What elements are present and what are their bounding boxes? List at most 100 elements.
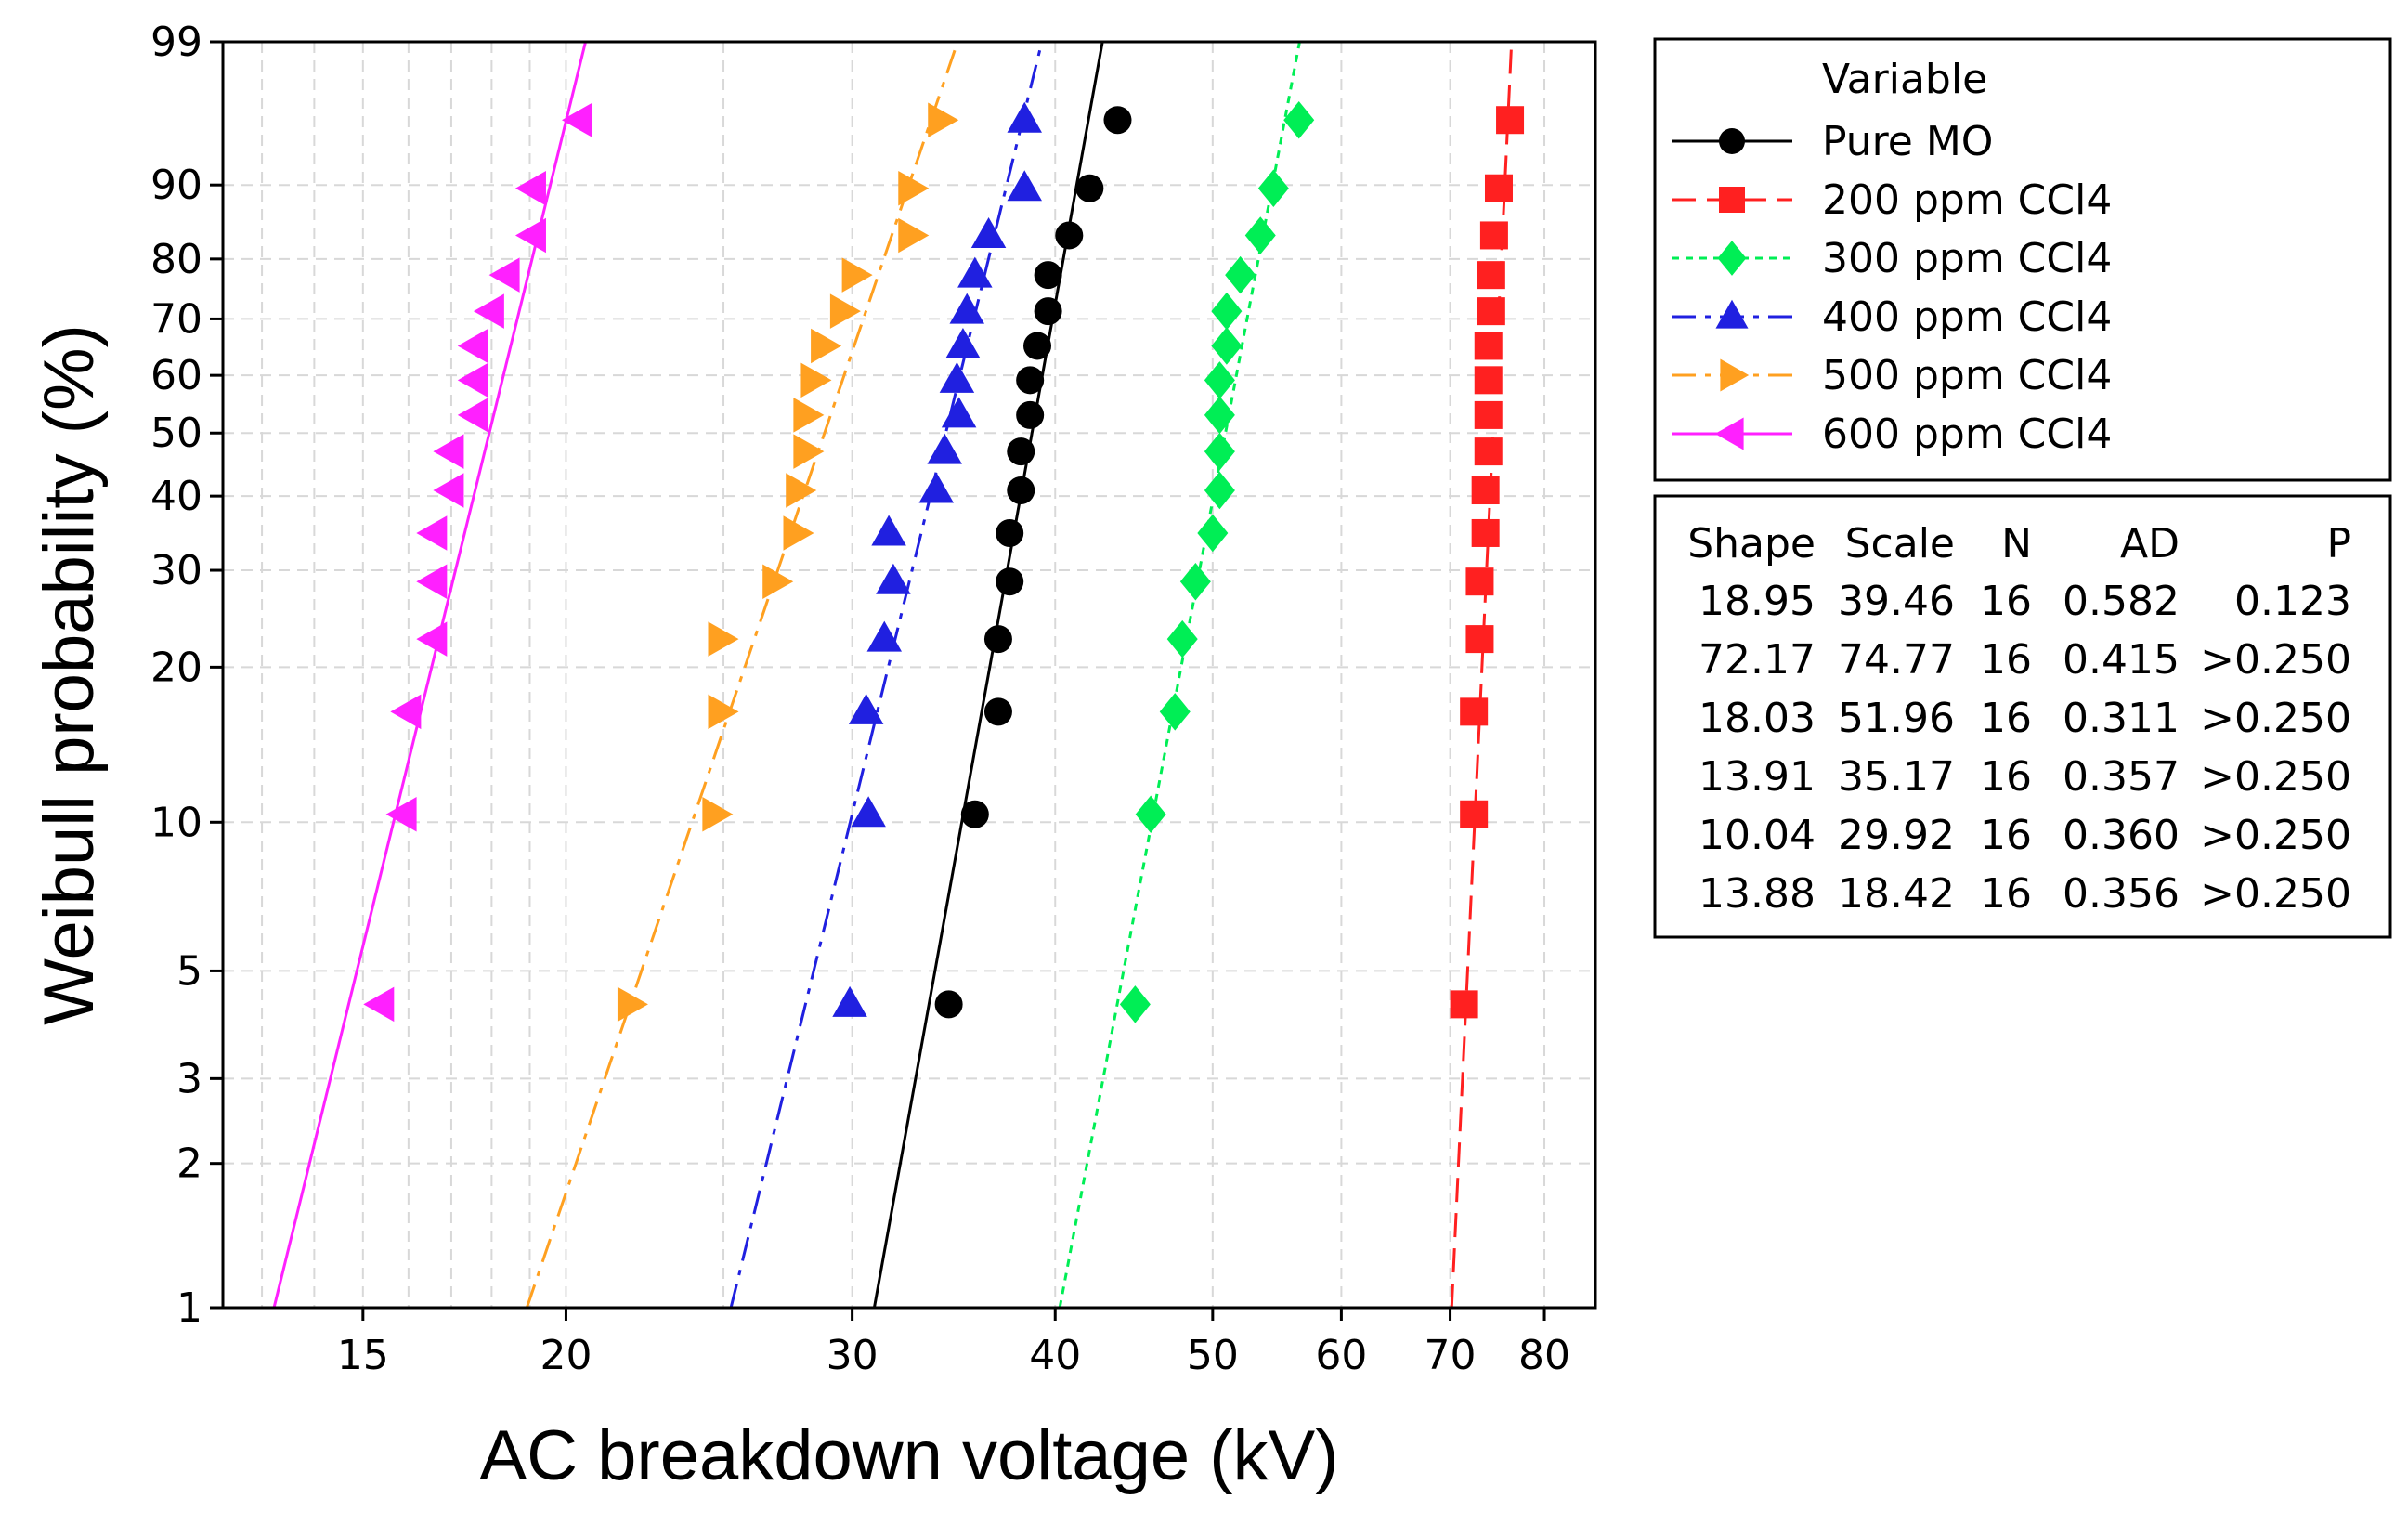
stats-cell: 13.91 xyxy=(1699,753,1816,801)
y-axis-title: Weibull probability (%) xyxy=(30,324,109,1025)
axis-ticks: 15 20 30 40 50 60 70 80 1 2 3 5 10 20 30 40 50 60 70 80 90 99 xyxy=(150,19,1570,1379)
x-axis-title: AC breakdown voltage (kV) xyxy=(479,1416,1338,1495)
legend-entries: Pure MO 200 ppm CCl4 300 ppm CCl4 400 ppm C… xyxy=(1672,118,2112,458)
stats-cell: 18.95 xyxy=(1699,578,1816,625)
stats-cell: 29.92 xyxy=(1838,812,1955,859)
data-point-series-4 xyxy=(793,434,825,469)
legend-marker xyxy=(1720,358,1750,392)
y-tick-label: 50 xyxy=(150,410,202,457)
data-point-series-4 xyxy=(708,694,739,730)
y-tick-label: 30 xyxy=(150,547,202,594)
data-point-series-5 xyxy=(457,362,488,398)
data-point-series-2 xyxy=(1225,255,1256,294)
data-point-series-4 xyxy=(617,986,648,1023)
data-point-series-3 xyxy=(876,563,911,594)
legend-marker xyxy=(1719,187,1745,213)
stats-cells: Shape Scale N AD P 18.95 39.46 16 0.582 0.123 72.1… xyxy=(1687,520,2351,918)
data-point-series-0 xyxy=(1034,297,1062,326)
data-point-series-4 xyxy=(928,102,959,137)
data-point-series-3 xyxy=(866,620,903,652)
legend-label: 400 ppm CCl4 xyxy=(1822,293,2112,341)
data-point-series-1 xyxy=(1477,261,1505,290)
data-point-series-1 xyxy=(1474,437,1503,466)
data-point-series-4 xyxy=(800,362,832,398)
stats-cell: 10.04 xyxy=(1699,812,1816,859)
data-point-series-5 xyxy=(416,564,448,599)
y-tick-label: 10 xyxy=(150,799,202,846)
data-point-series-3 xyxy=(848,693,884,724)
data-point-series-1 xyxy=(1465,625,1494,654)
y-tick-label: 90 xyxy=(150,162,202,209)
x-tick-label: 40 xyxy=(1029,1332,1081,1379)
data-point-series-2 xyxy=(1283,100,1315,139)
legend-marker xyxy=(1715,299,1749,329)
data-point-series-3 xyxy=(918,472,955,503)
stats-header: Shape xyxy=(1687,520,1816,567)
stats-cell: 0.311 xyxy=(2063,695,2180,742)
x-tick-label: 50 xyxy=(1187,1332,1239,1379)
data-point-series-4 xyxy=(708,621,739,657)
stats-cell: >0.250 xyxy=(2200,753,2351,801)
data-point-series-2 xyxy=(1166,619,1198,658)
data-point-series-2 xyxy=(1257,169,1289,207)
stats-cell: 0.356 xyxy=(2063,870,2180,918)
data-point-series-1 xyxy=(1460,800,1489,828)
data-point-series-0 xyxy=(1016,366,1045,395)
x-tick-label: 80 xyxy=(1518,1332,1570,1379)
stats-cell: 16 xyxy=(1980,578,2032,625)
legend-marker xyxy=(1714,417,1744,450)
stats-cell: 16 xyxy=(1980,636,2032,684)
stats-cell: 72.17 xyxy=(1699,636,1816,684)
data-point-series-1 xyxy=(1496,106,1525,135)
y-tick-label: 2 xyxy=(176,1140,202,1188)
data-points xyxy=(363,100,1525,1023)
data-point-series-5 xyxy=(562,102,593,137)
data-point-series-1 xyxy=(1484,174,1513,202)
data-point-series-5 xyxy=(457,328,488,364)
data-point-series-2 xyxy=(1135,795,1166,834)
data-point-series-3 xyxy=(957,256,993,288)
stats-cell: >0.250 xyxy=(2200,812,2351,859)
data-point-series-0 xyxy=(983,697,1012,726)
data-point-series-5 xyxy=(433,434,464,469)
data-point-series-4 xyxy=(829,293,861,329)
y-tick-label: 70 xyxy=(150,295,202,343)
data-point-series-0 xyxy=(1075,174,1104,202)
stats-header: Scale xyxy=(1845,520,1955,567)
y-tick-label: 1 xyxy=(176,1284,202,1332)
data-point-series-1 xyxy=(1460,697,1489,726)
legend-label: 300 ppm CCl4 xyxy=(1822,235,2112,282)
x-tick-label: 15 xyxy=(337,1332,389,1379)
data-point-series-2 xyxy=(1204,471,1235,510)
stats-cell: 16 xyxy=(1980,753,2032,801)
data-point-series-0 xyxy=(960,800,989,828)
data-point-series-1 xyxy=(1471,518,1500,547)
data-point-series-5 xyxy=(514,217,546,254)
stats-cell: 0.357 xyxy=(2063,753,2180,801)
data-point-series-1 xyxy=(1479,221,1508,250)
data-point-series-2 xyxy=(1204,361,1235,399)
stats-header: N xyxy=(2001,520,2032,567)
stats-cell: 51.96 xyxy=(1838,695,1955,742)
stats-cell: 13.88 xyxy=(1699,870,1816,918)
data-point-series-0 xyxy=(1007,476,1035,505)
data-point-series-2 xyxy=(1119,985,1151,1023)
stats-cell: 0.123 xyxy=(2234,578,2351,625)
data-point-series-4 xyxy=(783,515,814,551)
legend-title: Variable xyxy=(1822,56,1987,103)
data-point-series-5 xyxy=(416,515,448,551)
y-tick-label: 20 xyxy=(150,644,202,691)
x-tick-label: 60 xyxy=(1315,1332,1367,1379)
data-point-series-4 xyxy=(898,170,930,206)
data-point-series-2 xyxy=(1159,693,1191,731)
legend-label: 500 ppm CCl4 xyxy=(1822,352,2112,399)
legend-marker xyxy=(1719,128,1745,154)
data-point-series-3 xyxy=(939,361,975,393)
data-point-series-0 xyxy=(983,625,1012,654)
stats-cell: >0.250 xyxy=(2200,636,2351,684)
data-point-series-5 xyxy=(514,170,546,206)
data-point-series-3 xyxy=(1007,170,1042,202)
y-tick-label: 40 xyxy=(150,473,202,520)
stats-cell: 0.415 xyxy=(2063,636,2180,684)
legend-label: 200 ppm CCl4 xyxy=(1822,176,2112,224)
